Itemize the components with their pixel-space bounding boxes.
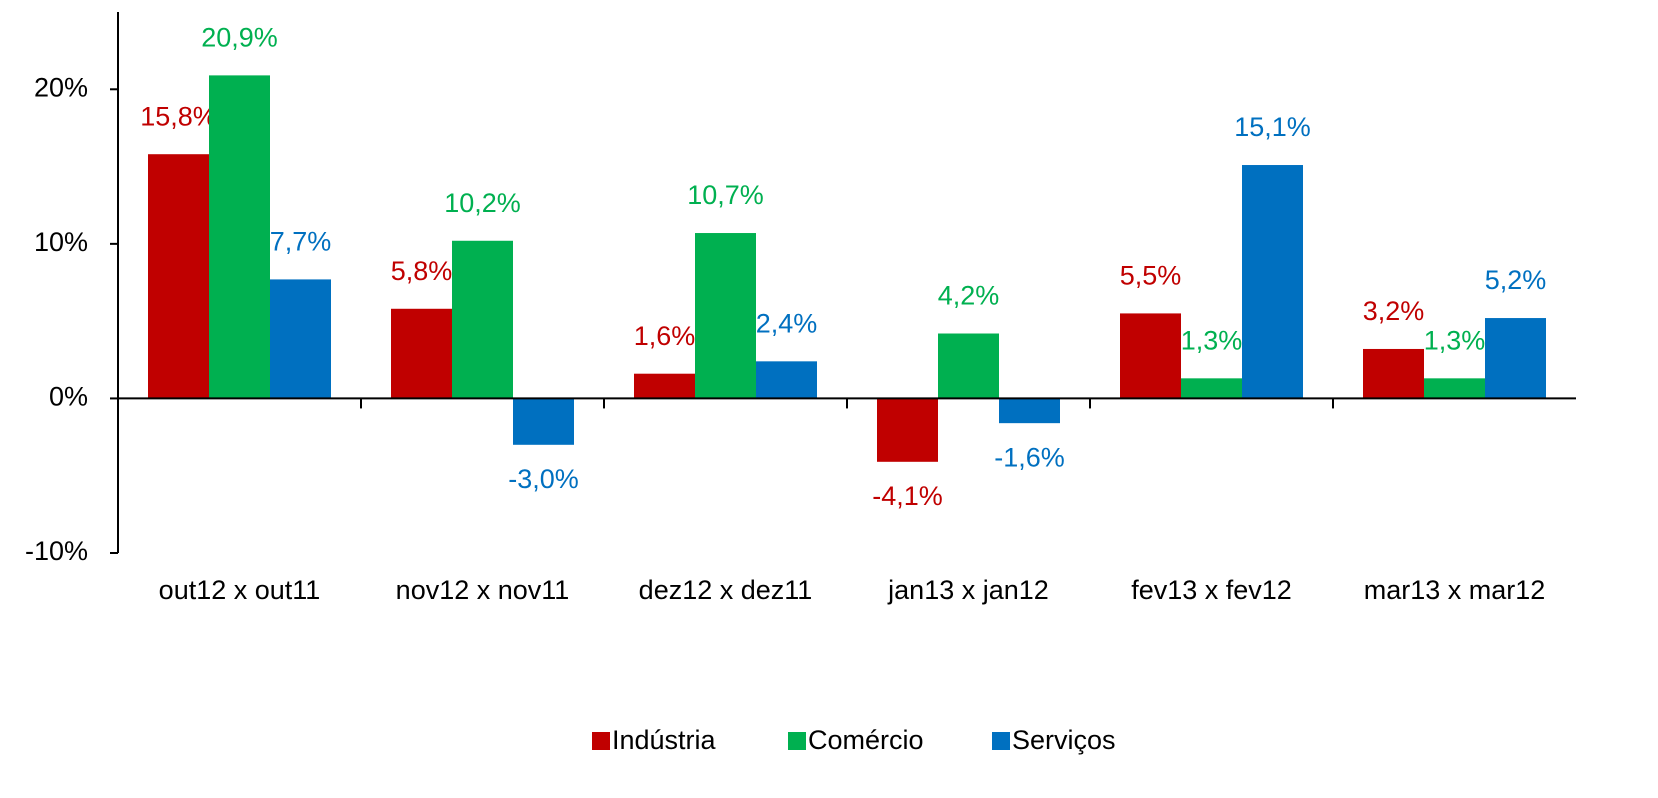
bar (209, 75, 270, 399)
bar (999, 398, 1060, 424)
y-tick-label: 0% (49, 382, 88, 412)
value-label: -1,6% (994, 442, 1065, 472)
value-label: 1,6% (634, 321, 696, 351)
bar (634, 373, 695, 399)
value-label: 2,4% (756, 308, 818, 338)
value-label: 1,3% (1181, 325, 1243, 355)
bar (1424, 378, 1485, 399)
x-tick-label: nov12 x nov11 (396, 575, 570, 605)
x-tick-label: fev13 x fev12 (1131, 575, 1292, 605)
legend-swatch (992, 732, 1010, 750)
bar (1485, 318, 1546, 399)
bar (938, 333, 999, 399)
value-label: -4,1% (872, 481, 943, 511)
bar (756, 361, 817, 399)
value-label: 5,2% (1485, 265, 1547, 295)
bar (391, 308, 452, 399)
value-label: -3,0% (508, 464, 579, 494)
bar (695, 233, 756, 399)
value-label: 5,8% (391, 256, 453, 286)
y-tick-label: 10% (34, 227, 88, 257)
value-label: 4,2% (938, 281, 1000, 311)
legend-swatch (788, 732, 806, 750)
bar (148, 154, 209, 399)
bar (513, 398, 574, 445)
legend-label: Indústria (612, 725, 717, 755)
bar (270, 279, 331, 399)
bar (1363, 348, 1424, 399)
y-tick-label: 20% (34, 72, 88, 102)
bar (1242, 165, 1303, 399)
x-tick-label: jan13 x jan12 (887, 575, 1049, 605)
value-label: 15,1% (1234, 112, 1311, 142)
value-label: 1,3% (1424, 325, 1486, 355)
bar (877, 398, 938, 462)
x-tick-label: mar13 x mar12 (1364, 575, 1546, 605)
value-label: 3,2% (1363, 296, 1425, 326)
x-tick-label: out12 x out11 (159, 575, 321, 605)
value-label: 5,5% (1120, 261, 1182, 291)
value-label: 20,9% (201, 22, 278, 52)
value-label: 10,7% (687, 180, 764, 210)
value-label: 7,7% (270, 227, 332, 257)
legend-swatch (592, 732, 610, 750)
bar (1181, 378, 1242, 399)
value-label: 15,8% (140, 101, 217, 131)
y-tick-label: -10% (25, 536, 88, 566)
value-label: 10,2% (444, 188, 521, 218)
legend-label: Serviços (1012, 725, 1116, 755)
bar (1120, 313, 1181, 399)
legend-label: Comércio (808, 725, 924, 755)
x-tick-label: dez12 x dez11 (639, 575, 813, 605)
bar (452, 240, 513, 399)
